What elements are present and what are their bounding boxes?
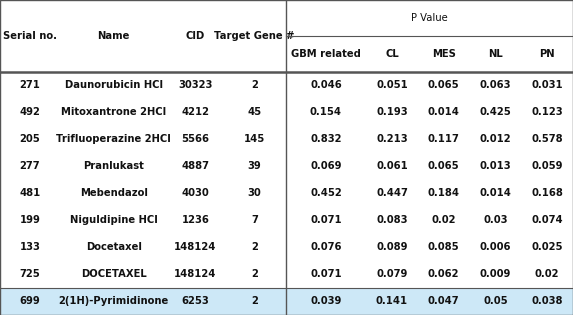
Text: 0.05: 0.05	[483, 296, 508, 306]
Text: 5566: 5566	[181, 135, 209, 144]
Text: 30: 30	[248, 188, 261, 198]
Text: 0.425: 0.425	[480, 107, 511, 117]
Text: 0.059: 0.059	[531, 161, 563, 171]
Text: MES: MES	[432, 49, 456, 59]
Text: 148124: 148124	[174, 243, 217, 252]
Text: 2(1H)-Pyrimidinone: 2(1H)-Pyrimidinone	[58, 296, 169, 306]
Text: 0.065: 0.065	[428, 161, 460, 171]
Text: 0.063: 0.063	[480, 80, 511, 90]
Text: 30323: 30323	[178, 80, 213, 90]
Text: 0.031: 0.031	[531, 80, 563, 90]
Text: 0.025: 0.025	[531, 243, 563, 252]
Text: 0.074: 0.074	[531, 215, 563, 226]
Text: 0.013: 0.013	[480, 161, 511, 171]
Text: 0.079: 0.079	[376, 269, 407, 279]
Text: 205: 205	[19, 135, 40, 144]
Text: 0.014: 0.014	[480, 188, 511, 198]
Text: Pranlukast: Pranlukast	[83, 161, 144, 171]
Text: Mitoxantrone 2HCl: Mitoxantrone 2HCl	[61, 107, 166, 117]
Text: 133: 133	[19, 243, 40, 252]
Text: GBM related: GBM related	[291, 49, 361, 59]
Text: 0.038: 0.038	[531, 296, 563, 306]
Text: 0.213: 0.213	[376, 135, 408, 144]
Text: 39: 39	[248, 161, 261, 171]
Text: 145: 145	[244, 135, 265, 144]
Text: 0.03: 0.03	[483, 215, 508, 226]
Text: CL: CL	[385, 49, 399, 59]
Text: 0.168: 0.168	[531, 188, 563, 198]
Text: 0.039: 0.039	[311, 296, 342, 306]
Text: 0.062: 0.062	[428, 269, 460, 279]
Text: Serial no.: Serial no.	[3, 31, 57, 41]
Text: 1236: 1236	[182, 215, 209, 226]
Text: Target Gene #: Target Gene #	[214, 31, 295, 41]
Text: Niguldipine HCl: Niguldipine HCl	[70, 215, 158, 226]
Text: NL: NL	[488, 49, 503, 59]
Text: 0.071: 0.071	[310, 215, 342, 226]
Text: 2: 2	[251, 269, 258, 279]
Text: 0.012: 0.012	[480, 135, 511, 144]
Text: 0.069: 0.069	[310, 161, 342, 171]
Text: 0.071: 0.071	[310, 269, 342, 279]
Text: 0.141: 0.141	[376, 296, 408, 306]
Text: 0.02: 0.02	[535, 269, 559, 279]
Text: 0.085: 0.085	[428, 243, 460, 252]
Text: 0.065: 0.065	[428, 80, 460, 90]
Text: 0.009: 0.009	[480, 269, 511, 279]
Text: 4887: 4887	[181, 161, 209, 171]
Text: 4212: 4212	[181, 107, 209, 117]
Text: 699: 699	[19, 296, 40, 306]
Text: 0.02: 0.02	[431, 215, 456, 226]
Text: 0.447: 0.447	[376, 188, 408, 198]
Text: 0.083: 0.083	[376, 215, 408, 226]
Text: 0.578: 0.578	[531, 135, 563, 144]
Text: PN: PN	[539, 49, 555, 59]
Text: 7: 7	[251, 215, 258, 226]
Text: 199: 199	[19, 215, 40, 226]
Text: 0.117: 0.117	[428, 135, 460, 144]
Text: 0.832: 0.832	[310, 135, 342, 144]
Text: Trifluoperazine 2HCl: Trifluoperazine 2HCl	[56, 135, 171, 144]
Text: 481: 481	[19, 188, 41, 198]
Text: 0.123: 0.123	[531, 107, 563, 117]
Text: 277: 277	[19, 161, 40, 171]
Text: Daunorubicin HCl: Daunorubicin HCl	[65, 80, 163, 90]
Text: 2: 2	[251, 80, 258, 90]
Text: 0.051: 0.051	[376, 80, 408, 90]
Text: 0.452: 0.452	[310, 188, 342, 198]
Text: 45: 45	[248, 107, 262, 117]
Text: 271: 271	[19, 80, 40, 90]
Text: 6253: 6253	[182, 296, 209, 306]
Text: 0.154: 0.154	[310, 107, 342, 117]
Text: 0.061: 0.061	[376, 161, 408, 171]
Text: DOCETAXEL: DOCETAXEL	[81, 269, 147, 279]
Text: 0.046: 0.046	[310, 80, 342, 90]
Text: 0.076: 0.076	[310, 243, 342, 252]
Text: Mebendazol: Mebendazol	[80, 188, 148, 198]
Bar	[0, 288, 573, 315]
Text: 0.193: 0.193	[376, 107, 408, 117]
Text: Docetaxel: Docetaxel	[86, 243, 142, 252]
Text: 0.089: 0.089	[376, 243, 408, 252]
Text: 4030: 4030	[182, 188, 209, 198]
Text: 725: 725	[19, 269, 40, 279]
Text: 492: 492	[19, 107, 40, 117]
Text: Name: Name	[97, 31, 130, 41]
Text: 0.184: 0.184	[427, 188, 460, 198]
Text: 2: 2	[251, 296, 258, 306]
Text: 0.014: 0.014	[428, 107, 460, 117]
Text: CID: CID	[186, 31, 205, 41]
Text: P Value: P Value	[411, 13, 448, 23]
Text: 148124: 148124	[174, 269, 217, 279]
Text: 0.047: 0.047	[428, 296, 460, 306]
Text: 2: 2	[251, 243, 258, 252]
Text: 0.006: 0.006	[480, 243, 511, 252]
